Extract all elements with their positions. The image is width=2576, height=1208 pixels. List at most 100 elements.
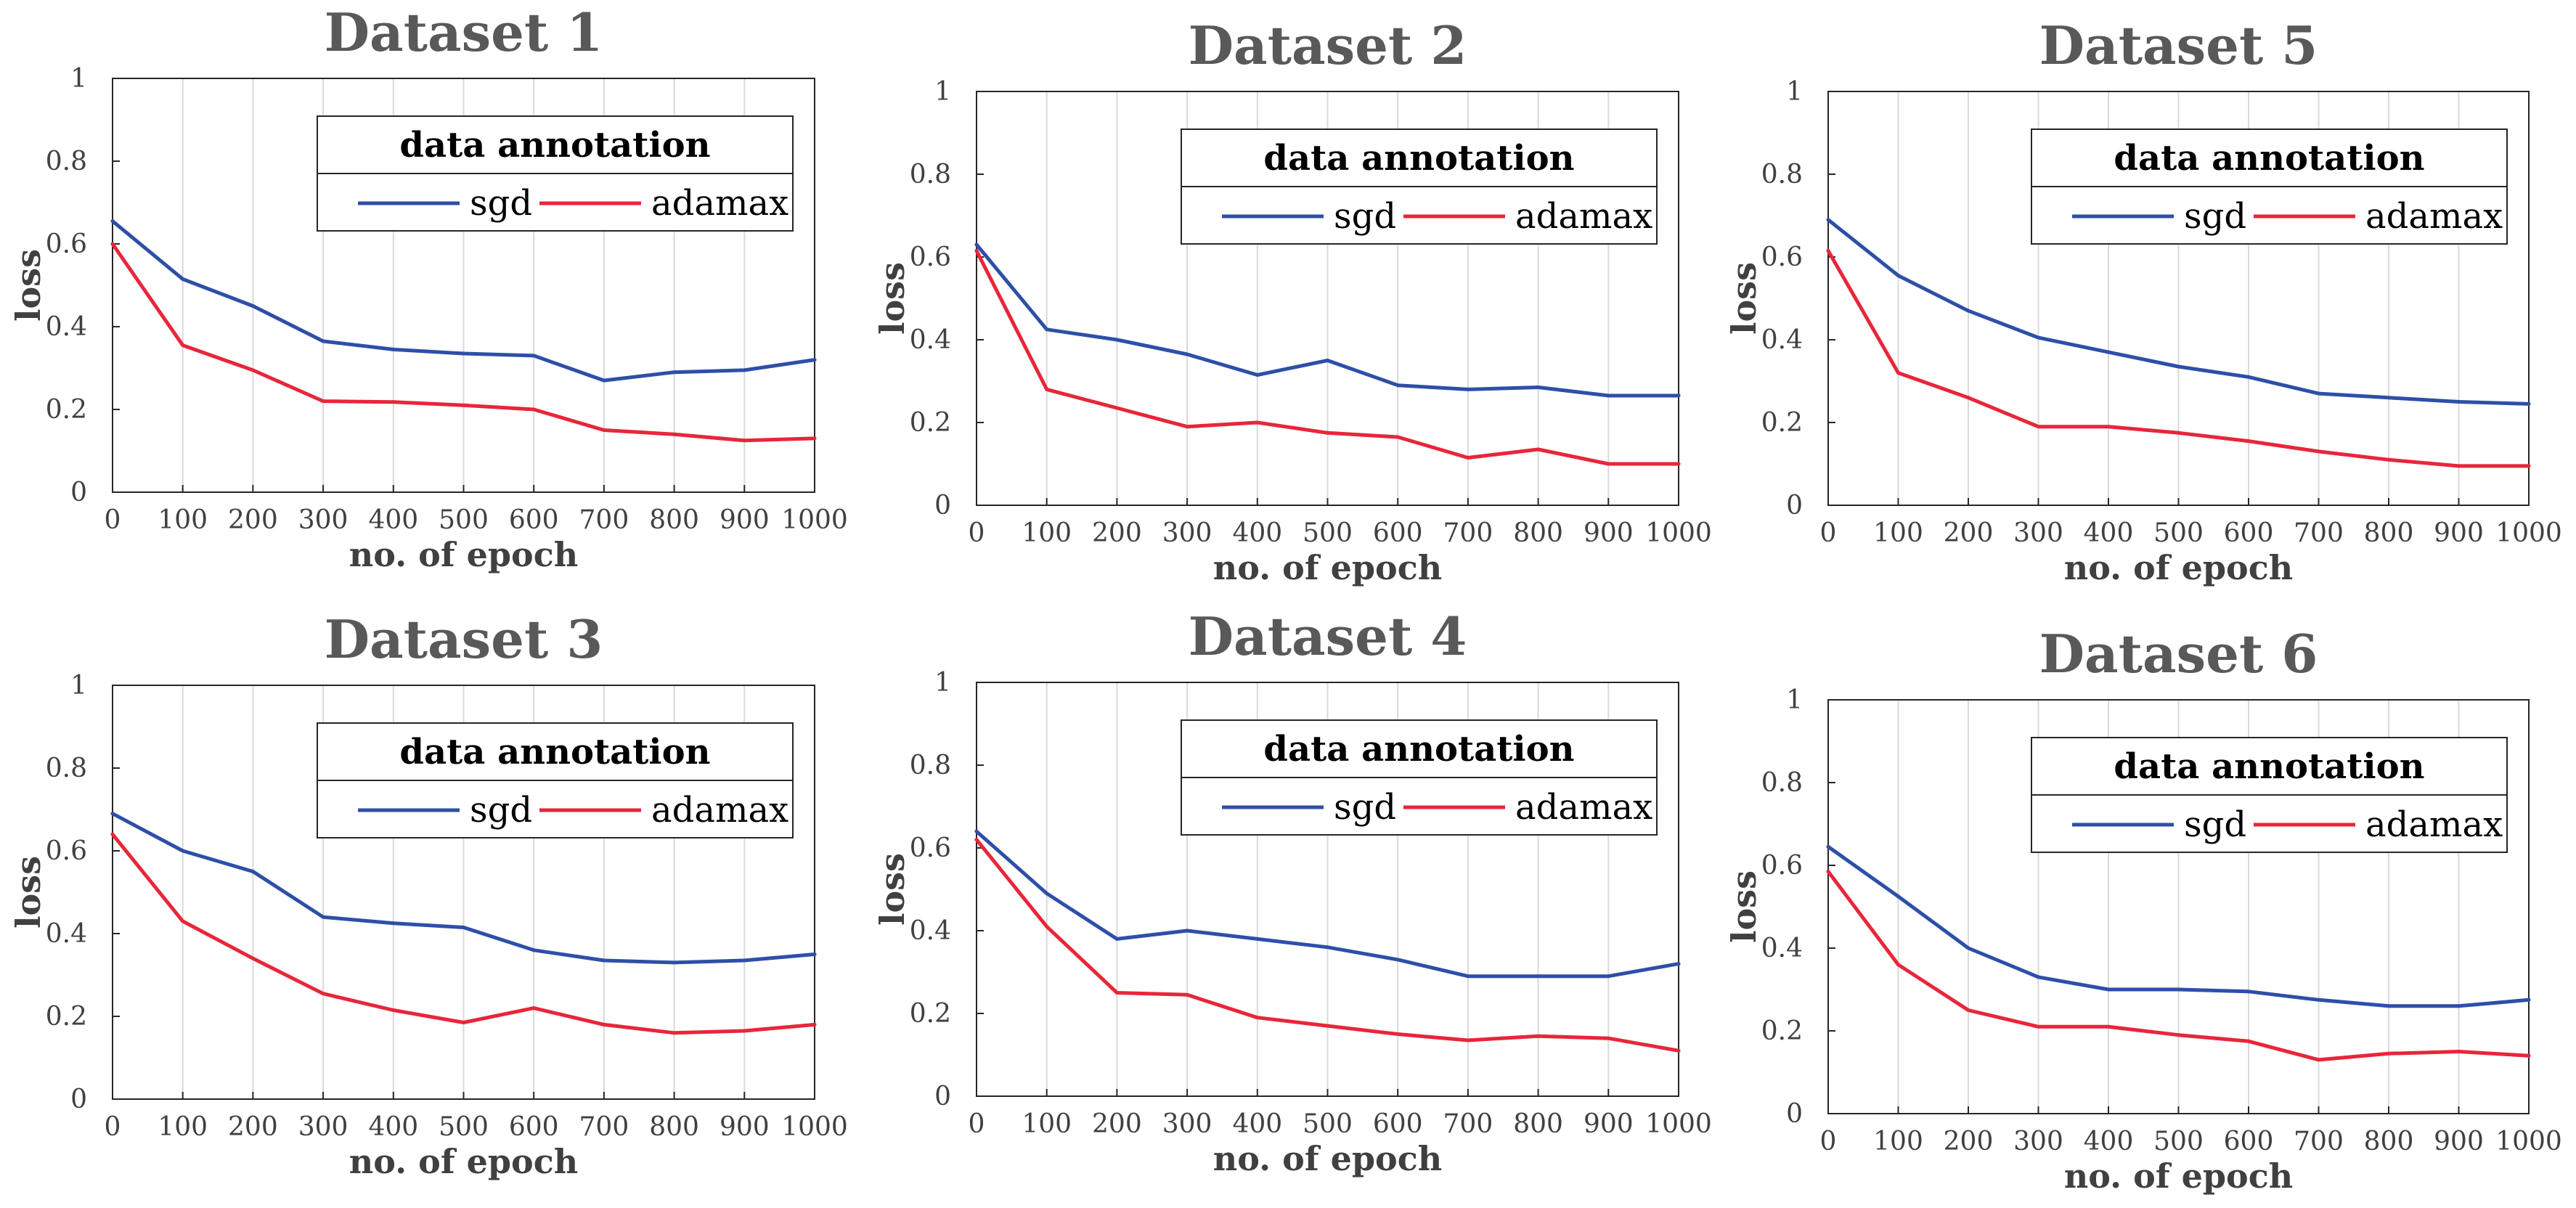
- data-point-adamax: [250, 956, 255, 960]
- x-axis-label: no. of epoch: [349, 535, 578, 574]
- data-point-adamax: [462, 403, 465, 407]
- legend-label-sgd: sgd: [2184, 804, 2246, 845]
- y-tick-label: 0.6: [46, 229, 87, 259]
- x-tick-label: 800: [2364, 518, 2414, 548]
- x-tick-label: 200: [1944, 518, 1994, 548]
- x-tick-label: 300: [2013, 518, 2063, 548]
- data-point-adamax: [1826, 248, 1830, 253]
- x-tick-label: 700: [579, 1112, 629, 1142]
- chart-panel-2: 0 100 200 300 400 500 600 700 800 900 1000 0 0.2 0.4 0…: [873, 15, 1712, 587]
- data-point-adamax: [181, 919, 185, 923]
- data-point-adamax: [1966, 1008, 1970, 1012]
- data-point-sgd: [1606, 393, 1610, 398]
- x-tick-label: 1000: [2495, 518, 2562, 548]
- legend: data annotation sgd adamax: [2031, 737, 2508, 853]
- data-point-sgd: [2177, 364, 2180, 369]
- data-point-sgd: [1114, 936, 1119, 941]
- data-point-sgd: [2317, 997, 2320, 1002]
- data-point-sgd: [672, 960, 677, 965]
- data-point-sgd: [250, 304, 255, 308]
- data-point-sgd: [2457, 400, 2461, 404]
- y-tick-label: 1: [70, 64, 87, 94]
- data-point-adamax: [1255, 420, 1260, 425]
- legend-label-adamax: adamax: [2365, 804, 2503, 845]
- data-point-adamax: [1185, 992, 1189, 997]
- x-tick-label: 900: [2434, 1127, 2484, 1156]
- data-point-adamax: [1114, 406, 1119, 410]
- data-point-sgd: [1896, 274, 1900, 278]
- legend-label-adamax: adamax: [651, 183, 788, 224]
- data-point-sgd: [1826, 844, 1830, 849]
- x-axis-label: no. of epoch: [1213, 1139, 1442, 1178]
- x-tick-label: 400: [2084, 518, 2134, 548]
- x-tick-label: 400: [1232, 518, 1282, 548]
- x-tick-label: 700: [579, 505, 629, 535]
- data-point-sgd: [2177, 987, 2180, 992]
- x-tick-label: 1000: [2495, 1127, 2562, 1156]
- data-point-adamax: [1045, 387, 1049, 391]
- x-tick-label: 300: [298, 505, 349, 535]
- data-point-adamax: [1536, 1034, 1541, 1038]
- data-point-sgd: [1326, 945, 1329, 950]
- data-point-sgd: [1966, 946, 1970, 950]
- data-point-sgd: [110, 812, 115, 816]
- data-point-sgd: [1676, 962, 1681, 966]
- data-point-adamax: [742, 438, 746, 443]
- y-axis-label: loss: [1724, 262, 1764, 335]
- data-point-adamax: [2037, 425, 2040, 429]
- x-tick-label: 800: [1513, 518, 1563, 548]
- data-point-adamax: [1896, 371, 1900, 375]
- data-point-sgd: [1466, 387, 1470, 391]
- data-point-adamax: [672, 1031, 677, 1035]
- data-point-adamax: [1045, 924, 1049, 929]
- x-tick-label: 900: [720, 1112, 770, 1142]
- x-tick-label: 100: [1022, 518, 1072, 548]
- data-point-adamax: [1326, 430, 1329, 435]
- chart-panel-5: 0 100 200 300 400 500 600 700 800 900 1000 0 0.2 0.4 0…: [873, 605, 1712, 1178]
- chart-title: Dataset 5: [2039, 15, 2318, 76]
- y-tick-label: 0.8: [46, 147, 87, 176]
- y-tick-label: 1: [934, 77, 951, 107]
- data-point-sgd: [812, 358, 817, 362]
- x-tick-label: 900: [720, 505, 770, 535]
- y-tick-label: 0: [70, 478, 87, 507]
- data-point-adamax: [1826, 870, 1830, 874]
- data-point-sgd: [2246, 375, 2251, 379]
- data-point-adamax: [250, 368, 255, 372]
- y-tick-label: 0.8: [46, 754, 87, 783]
- y-axis-label: loss: [873, 262, 912, 335]
- data-point-adamax: [110, 242, 115, 246]
- data-point-sgd: [1185, 929, 1189, 933]
- y-tick-label: 1: [1786, 685, 1803, 715]
- legend-title: data annotation: [1263, 729, 1574, 770]
- data-point-adamax: [321, 399, 325, 404]
- data-point-sgd: [1045, 327, 1049, 332]
- data-point-sgd: [812, 952, 817, 956]
- data-point-adamax: [2387, 1051, 2391, 1056]
- x-tick-label: 500: [439, 1112, 489, 1142]
- data-point-sgd: [602, 958, 606, 963]
- data-point-adamax: [181, 343, 185, 348]
- data-point-sgd: [181, 849, 185, 853]
- legend-title: data annotation: [2114, 138, 2424, 179]
- y-tick-label: 1: [1786, 77, 1803, 107]
- data-point-sgd: [1536, 974, 1541, 979]
- x-tick-label: 200: [1092, 518, 1142, 548]
- x-tick-label: 700: [1443, 1109, 1493, 1139]
- data-point-sgd: [462, 351, 465, 356]
- y-axis-label: loss: [1724, 870, 1764, 943]
- data-point-sgd: [2106, 987, 2111, 992]
- data-point-sgd: [1185, 352, 1189, 356]
- legend: data annotation sgd adamax: [317, 722, 794, 838]
- data-point-sgd: [1395, 958, 1400, 962]
- data-point-adamax: [2246, 1039, 2251, 1043]
- x-tick-label: 400: [1232, 1109, 1282, 1139]
- y-tick-label: 0: [1786, 1099, 1803, 1129]
- data-point-sgd: [742, 958, 746, 963]
- x-axis-label: no. of epoch: [2064, 1156, 2293, 1196]
- x-tick-label: 400: [2084, 1127, 2134, 1156]
- data-point-adamax: [1185, 425, 1189, 429]
- data-point-adamax: [974, 838, 979, 842]
- x-tick-label: 800: [1513, 1109, 1563, 1139]
